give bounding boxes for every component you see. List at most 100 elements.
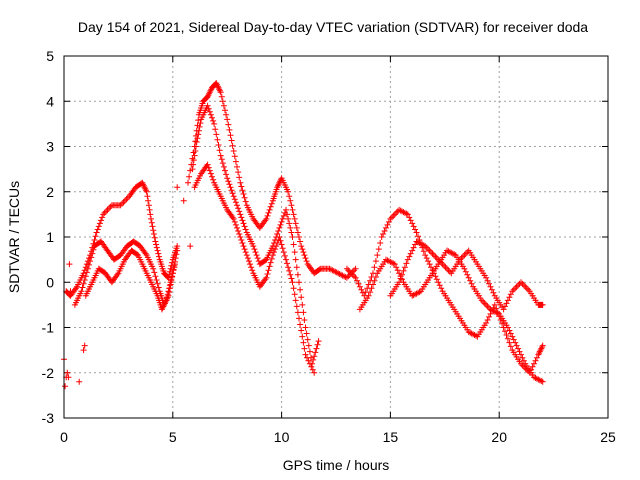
data-point-marker xyxy=(387,215,394,222)
data-point-marker xyxy=(147,211,154,218)
data-point-marker xyxy=(268,255,275,262)
data-point-marker xyxy=(103,208,110,215)
data-point-marker xyxy=(520,357,527,364)
data-point-marker xyxy=(242,226,249,233)
data-point-marker xyxy=(84,265,91,272)
data-point-marker xyxy=(484,303,491,310)
data-point-marker xyxy=(120,199,127,206)
data-point-marker xyxy=(240,243,247,250)
data-point-marker xyxy=(372,274,379,280)
data-point-marker xyxy=(241,246,248,253)
data-point-marker xyxy=(154,280,161,287)
data-point-marker xyxy=(207,170,214,177)
data-point-marker xyxy=(415,233,421,240)
data-point-marker xyxy=(143,188,150,195)
data-point-marker xyxy=(445,267,452,274)
data-point-marker xyxy=(236,231,243,237)
data-point-marker xyxy=(275,228,282,234)
data-point-marker xyxy=(232,158,239,165)
data-point-marker xyxy=(306,360,313,367)
data-point-marker xyxy=(214,136,221,143)
data-point-marker xyxy=(391,211,398,218)
data-point-marker xyxy=(264,212,271,219)
data-point-marker xyxy=(288,202,295,209)
data-point-marker xyxy=(192,148,199,154)
data-point-marker xyxy=(82,273,89,280)
data-point-marker xyxy=(397,275,404,282)
data-point-marker xyxy=(210,117,217,124)
data-point-marker xyxy=(229,142,236,149)
data-point-marker xyxy=(204,102,211,109)
data-point-marker xyxy=(391,261,398,268)
data-point-marker xyxy=(285,264,292,271)
y-tick-label: -1 xyxy=(42,320,55,336)
data-point-marker xyxy=(301,252,308,259)
data-point-marker xyxy=(406,253,413,260)
data-point-marker xyxy=(197,120,204,127)
data-point-marker xyxy=(297,321,304,328)
data-point-marker xyxy=(291,215,298,222)
data-point-marker xyxy=(86,261,92,268)
data-point-marker xyxy=(289,206,296,213)
data-point-marker xyxy=(383,224,389,231)
data-point-marker xyxy=(148,215,154,222)
data-point-marker xyxy=(467,277,474,284)
data-point-marker xyxy=(311,369,318,376)
data-point-marker xyxy=(399,271,405,278)
y-tick-label: -2 xyxy=(42,365,55,381)
data-point-marker xyxy=(533,354,540,361)
data-point-marker xyxy=(430,252,437,259)
ticks-layer: 0 5 10 15 20 25 -3 -2 -1 0 1 2 3 4 5 xyxy=(42,48,616,445)
data-point-marker xyxy=(170,267,177,274)
data-point-marker xyxy=(403,260,410,267)
data-point-marker xyxy=(288,229,295,236)
data-point-marker xyxy=(283,206,289,213)
data-point-marker xyxy=(310,356,317,363)
data-point-marker xyxy=(163,297,170,304)
data-point-marker xyxy=(372,258,379,265)
data-point-marker xyxy=(267,259,274,266)
data-point-marker xyxy=(384,221,391,228)
data-point-marker xyxy=(406,214,413,221)
data-point-marker xyxy=(438,285,445,292)
data-point-marker xyxy=(484,317,491,323)
data-point-marker xyxy=(483,301,490,308)
data-point-marker xyxy=(206,108,213,115)
data-point-marker xyxy=(290,241,297,248)
data-point-marker xyxy=(487,283,494,290)
data-point-marker xyxy=(155,284,162,291)
data-point-marker xyxy=(435,279,442,286)
data-point-marker xyxy=(274,240,281,246)
data-point-marker xyxy=(235,228,242,234)
data-point-marker xyxy=(99,214,106,221)
data-point-marker xyxy=(513,283,520,290)
data-point-marker xyxy=(278,218,285,225)
data-point-marker xyxy=(539,378,546,385)
data-point-marker xyxy=(290,285,297,292)
data-point-marker xyxy=(195,131,202,138)
data-point-marker xyxy=(171,264,178,271)
data-point-marker xyxy=(167,279,174,286)
data-point-marker xyxy=(403,210,410,217)
data-point-marker xyxy=(277,237,284,244)
data-point-marker xyxy=(304,354,310,361)
data-point-marker xyxy=(299,333,306,340)
data-point-marker xyxy=(292,297,299,304)
data-point-marker xyxy=(240,220,247,227)
x-axis-label: GPS time / hours xyxy=(283,457,390,473)
data-point-marker xyxy=(513,342,520,349)
data-point-marker xyxy=(519,362,526,369)
data-point-marker xyxy=(345,273,352,280)
x-tick-label: 5 xyxy=(169,429,177,445)
data-point-marker xyxy=(189,166,196,173)
data-point-marker xyxy=(156,253,162,260)
data-point-marker xyxy=(150,231,157,237)
data-point-marker xyxy=(224,175,231,182)
data-point-marker xyxy=(306,348,313,355)
data-point-marker xyxy=(504,297,511,304)
data-point-marker xyxy=(248,264,255,271)
data-point-marker xyxy=(461,252,468,259)
data-point-marker xyxy=(458,255,465,262)
plot-frame xyxy=(63,55,609,419)
